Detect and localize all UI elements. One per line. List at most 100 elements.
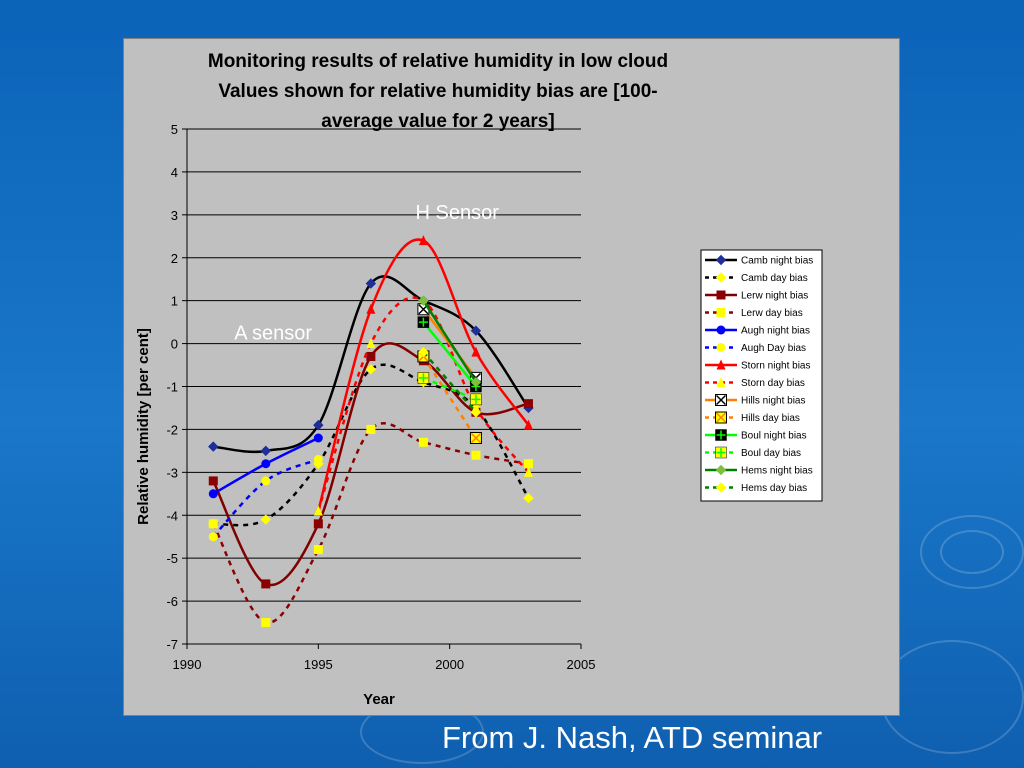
y-tick-label: 0 [171,337,178,352]
data-point [523,399,533,409]
data-point [208,441,219,452]
legend-label: Hems day bias [741,483,807,494]
series-line [422,321,477,388]
legend-label: Augh Day bias [741,343,806,354]
marker-cross [715,412,727,423]
series-line [317,238,530,512]
legend-swatch-marker [715,254,727,266]
legend-item: Hills night bias [705,394,805,407]
legend-label: Storn night bias [741,361,811,372]
series-6 [313,235,533,516]
legend-item: Augh night bias [705,325,810,337]
legend-label: Camb day bias [741,273,808,284]
series-5 [208,454,323,542]
legend-swatch-marker [715,482,727,493]
data-point [470,407,482,418]
x-tick-label: 2005 [567,657,596,672]
legend-swatch-marker [715,446,727,459]
legend-label: Hills night bias [741,396,805,407]
legend-item: Storn night bias [705,359,811,372]
chart-title-line: average value for 2 years] [321,111,554,132]
data-point [366,424,376,434]
series-12 [418,295,482,388]
y-tick-label: -3 [166,465,178,480]
data-point [261,476,271,486]
data-point [260,445,272,457]
legend-item: Lerw night bias [705,290,808,302]
legend-swatch-marker [715,411,727,424]
legend-swatch-marker [716,359,726,370]
data-point [365,278,377,289]
data-point [469,432,482,444]
data-point [523,492,534,504]
data-point [261,459,271,469]
data-point [261,579,271,589]
legend-item: Hills day bias [705,411,800,424]
data-point [366,338,376,349]
chart: Monitoring results of relative humidity … [135,51,823,708]
data-point [313,505,323,516]
data-point [417,372,430,384]
data-point [523,419,533,430]
legend: Camb night bias Camb day bias Lerw night b… [700,249,823,502]
chart-panel: Monitoring results of relative humidity … [123,38,900,716]
y-tick-label: -7 [166,637,178,652]
y-tick-label: 4 [171,165,178,180]
legend-item: Camb day bias [705,272,808,284]
series-0 [208,275,534,457]
legend-item: Lerw day bias [705,308,803,319]
legend-item: Boul day bias [705,446,801,459]
y-tick-label: -6 [166,594,178,609]
y-axis-label: Relative humidity [per cent] [135,328,152,525]
legend-label: Storn day bias [741,378,805,389]
legend-label: Lerw night bias [741,291,808,302]
y-tick-label: -5 [166,551,178,566]
y-tick-label: 5 [171,122,178,137]
data-point [418,346,429,358]
data-point [471,346,481,357]
data-point [470,377,482,388]
data-point [313,419,324,431]
data-point [261,618,271,628]
legend-item: Storn day bias [705,377,805,389]
data-point [260,514,272,525]
data-point [523,466,533,477]
legend-item: Camb night bias [705,254,813,267]
x-axis-label: Year [363,691,395,708]
legend-swatch-marker [715,429,727,441]
data-point [523,459,533,469]
marker-cross [715,394,727,406]
legend-swatch-marker [715,272,727,283]
series-13 [418,346,482,418]
series-line [422,299,477,383]
legend-item: Hems night bias [705,464,813,477]
y-tick-label: -2 [166,422,178,437]
annotation-label: H Sensor [416,202,500,224]
data-point [470,325,482,336]
chart-title-line: Values shown for relative humidity bias … [218,81,657,102]
data-point [313,433,323,443]
marker-cross [470,432,481,444]
data-point [313,545,323,555]
series-line [422,351,477,414]
y-tick-label: -4 [166,508,178,523]
series-line [422,355,477,439]
data-point [366,351,376,361]
legend-label: Hills day bias [741,413,800,424]
y-tick-label: 3 [171,208,178,223]
y-tick-label: -1 [166,380,178,395]
data-point [313,519,323,529]
legend-item: Boul night bias [705,429,807,442]
data-point [208,489,218,499]
data-point [471,450,481,460]
background-ripple [920,515,1024,589]
legend-label: Camb night bias [741,256,813,267]
data-point [418,295,429,306]
y-tick-label: 1 [171,294,178,309]
legend-label: Boul day bias [741,448,801,459]
legend-label: Augh night bias [741,326,810,337]
footer-caption: From J. Nash, ATD seminar [442,720,823,755]
legend-label: Boul night bias [741,431,807,442]
legend-swatch-marker [715,464,727,476]
data-point [365,364,377,375]
